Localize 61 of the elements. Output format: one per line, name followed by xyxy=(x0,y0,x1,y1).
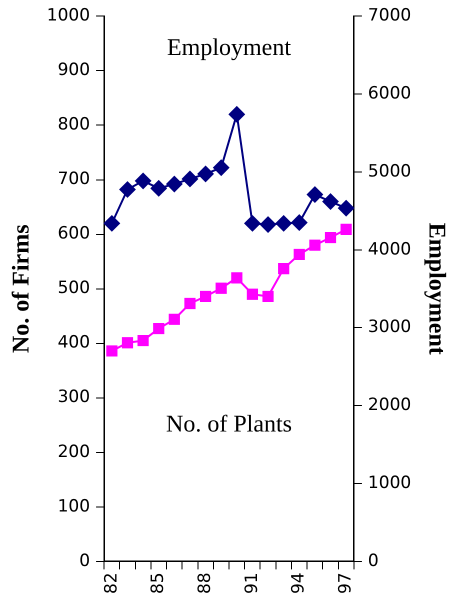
point xyxy=(138,334,149,346)
point xyxy=(135,172,152,189)
point xyxy=(262,290,274,302)
y-tick-label: 500 xyxy=(58,278,90,298)
y2-tick-label: 5000 xyxy=(368,161,412,182)
y-tick-label: 100 xyxy=(58,496,90,516)
point xyxy=(198,166,214,182)
x-tick-label: 94 xyxy=(288,572,309,594)
y-tick-label: 300 xyxy=(58,387,90,408)
point xyxy=(309,240,320,251)
annotation: Employment xyxy=(167,35,292,62)
x-tick-label: 97 xyxy=(336,572,356,594)
x-tick-label: 88 xyxy=(194,572,215,594)
point xyxy=(184,298,196,310)
point xyxy=(104,215,120,232)
y-tick-label: 800 xyxy=(58,114,90,135)
point xyxy=(153,322,164,334)
point xyxy=(322,194,339,210)
point xyxy=(244,215,260,232)
y2-axis-title: Employment xyxy=(423,222,450,355)
point xyxy=(278,263,290,274)
point xyxy=(306,186,323,203)
point xyxy=(182,170,198,187)
y-tick-label: 600 xyxy=(58,224,90,244)
y2-tick-label: 6000 xyxy=(368,84,412,104)
y2-tick-label: 3000 xyxy=(368,317,412,338)
point xyxy=(228,106,245,122)
point xyxy=(216,282,227,294)
y-tick-label: 0 xyxy=(79,550,90,571)
y-tick-label: 900 xyxy=(58,60,90,80)
point xyxy=(150,180,167,196)
y-tick-label: 200 xyxy=(58,442,90,462)
x-tick-label: 85 xyxy=(148,572,168,594)
point xyxy=(119,181,136,198)
point xyxy=(106,345,118,357)
y-tick-label: 700 xyxy=(58,169,90,190)
y2-tick-label: 0 xyxy=(368,550,379,571)
point xyxy=(213,160,230,176)
y2-tick-label: 1000 xyxy=(368,472,412,493)
point xyxy=(200,290,212,302)
y2-tick-label: 7000 xyxy=(368,6,412,26)
point xyxy=(260,216,276,233)
point xyxy=(168,314,180,325)
y-axis-title: No. of Firms xyxy=(8,224,35,354)
y2-tick-label: 2000 xyxy=(368,395,412,416)
x-tick-label: 91 xyxy=(242,572,262,594)
point xyxy=(231,272,242,284)
x-tick-label: 82 xyxy=(101,572,122,594)
point xyxy=(338,200,354,216)
annotation: No. of Plants xyxy=(166,411,292,438)
point xyxy=(276,215,292,232)
y-tick-label: 400 xyxy=(58,332,90,353)
point xyxy=(294,248,305,260)
point xyxy=(166,176,182,192)
point xyxy=(340,224,352,235)
y-tick-label: 1000 xyxy=(46,6,90,26)
point xyxy=(246,288,258,300)
point xyxy=(324,232,336,244)
point xyxy=(291,214,308,231)
y2-tick-label: 4000 xyxy=(368,239,412,260)
point xyxy=(122,337,134,348)
